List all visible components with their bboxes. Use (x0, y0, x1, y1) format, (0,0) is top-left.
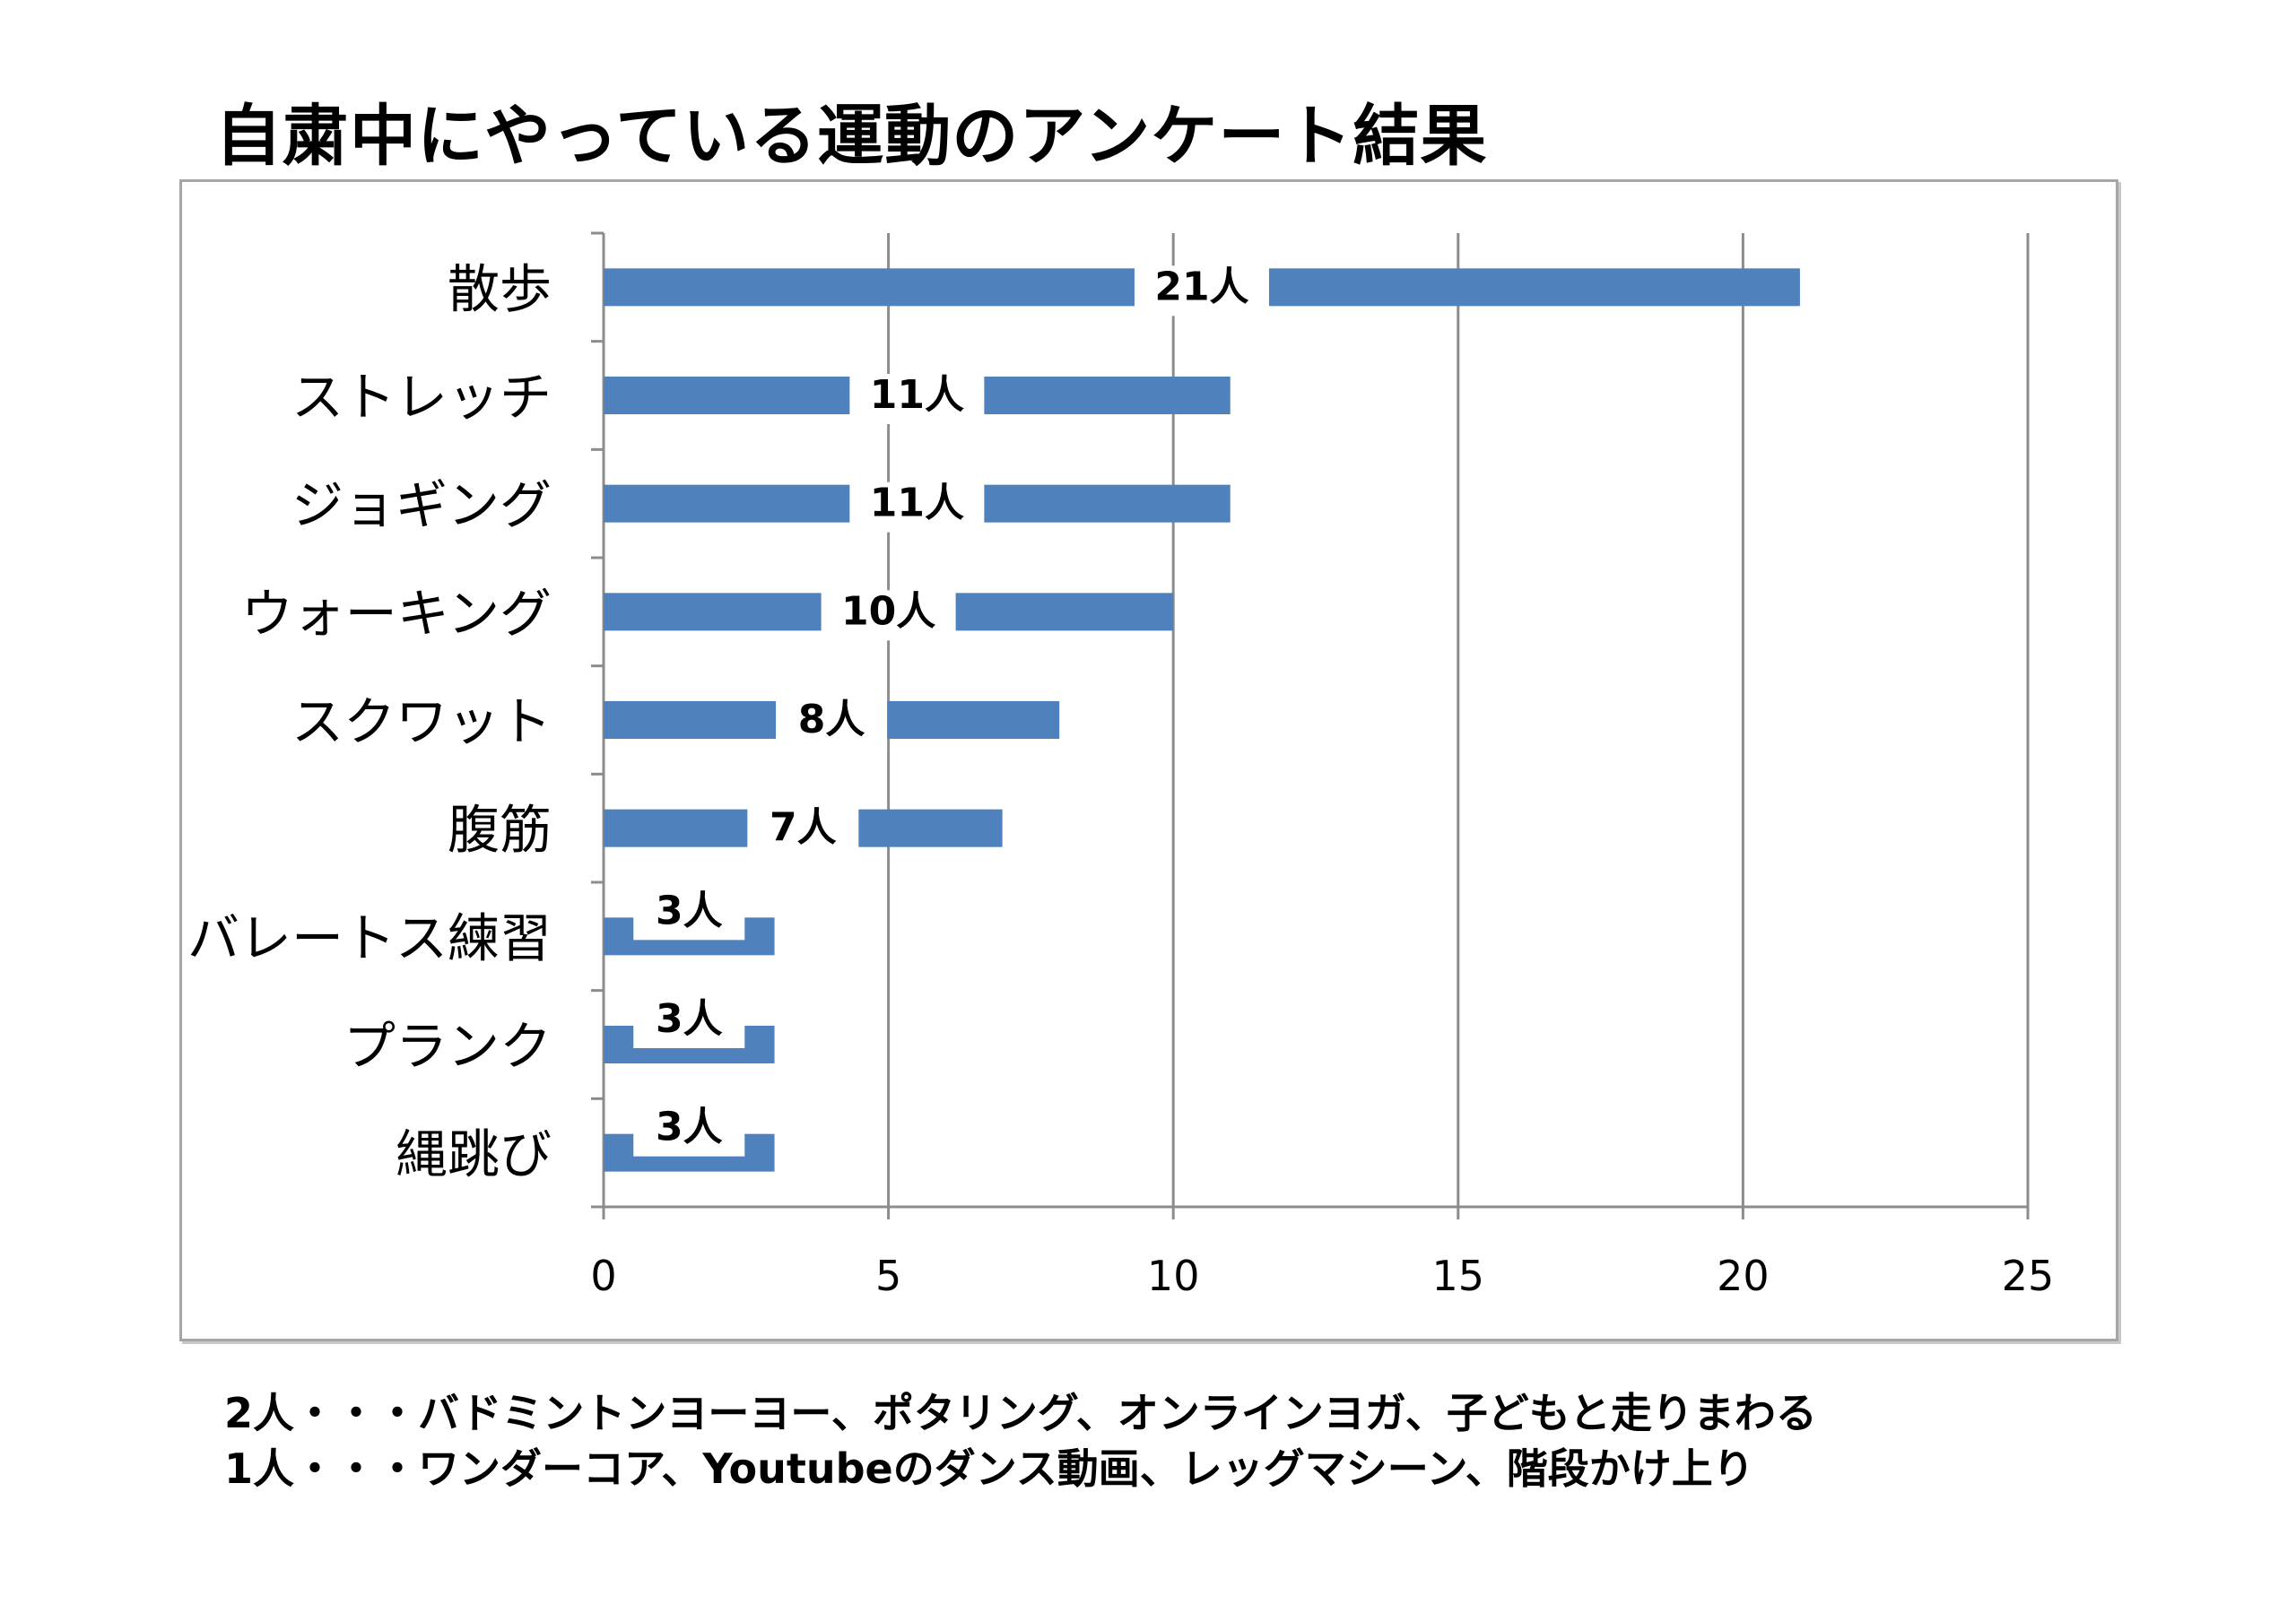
category-label-7: プランク (344, 1016, 552, 1077)
x-tick-label-2: 10 (1147, 1252, 1200, 1300)
data-label-2: 11人 (870, 481, 964, 526)
category-label-3: ウォーキング (241, 583, 552, 644)
data-label-bg-8 (633, 1106, 745, 1157)
data-label-3: 10人 (841, 588, 935, 634)
data-label-6: 3人 (656, 888, 723, 933)
chart-title: 自粛中にやっている運動のアンケート結果 (215, 98, 1488, 175)
footnote-1-person: 1人・・・ワンダーコア、Youtubeのダンス動画、レッグマシーン、階段かけ上り (224, 1444, 1754, 1493)
x-tick-label-3: 15 (1432, 1252, 1485, 1300)
footnote-2-people: 2人・・・バドミントンヨーヨー、ポタリング、オンラインヨガ、子どもと走りまわる (224, 1389, 1817, 1437)
data-label-bg-2 (849, 481, 985, 533)
data-label-7: 3人 (656, 996, 723, 1042)
data-label-5: 7人 (770, 805, 837, 851)
data-label-4: 8人 (798, 697, 865, 742)
data-label-8: 3人 (656, 1105, 723, 1150)
category-label-5: 腹筋 (448, 800, 552, 861)
data-label-1: 11人 (870, 372, 964, 418)
category-label-0: 散歩 (448, 258, 552, 319)
data-label-0: 21人 (1154, 264, 1248, 309)
data-label-bg-5 (747, 806, 859, 857)
chart-frame: 0 5 10 15 20 25 散歩 21人 ストレッチ 11人 ジョギング 11人 ウォーキング 10人… (179, 179, 2118, 1341)
category-label-6: バレートス練習 (187, 907, 552, 968)
x-tick-label-0: 0 (590, 1252, 616, 1300)
data-label-bg-7 (633, 998, 745, 1048)
data-label-bg-6 (633, 889, 745, 941)
x-tick-label-4: 20 (1717, 1252, 1770, 1300)
category-label-1: ストレッチ (291, 367, 552, 428)
data-label-bg-3 (821, 590, 956, 641)
x-tick-label-1: 5 (875, 1252, 901, 1300)
x-tick-label-5: 25 (2002, 1252, 2055, 1300)
data-label-bg-0 (1134, 265, 1269, 317)
category-label-4: スクワット (291, 691, 552, 752)
category-label-2: ジョギング (291, 475, 552, 536)
category-label-8: 縄跳び (396, 1124, 552, 1185)
footnotes: 2人・・・バドミントンヨーヨー、ポタリング、オンラインヨガ、子どもと走りまわる … (224, 1385, 1817, 1496)
data-label-bg-4 (776, 698, 888, 749)
data-label-bg-1 (849, 374, 985, 424)
